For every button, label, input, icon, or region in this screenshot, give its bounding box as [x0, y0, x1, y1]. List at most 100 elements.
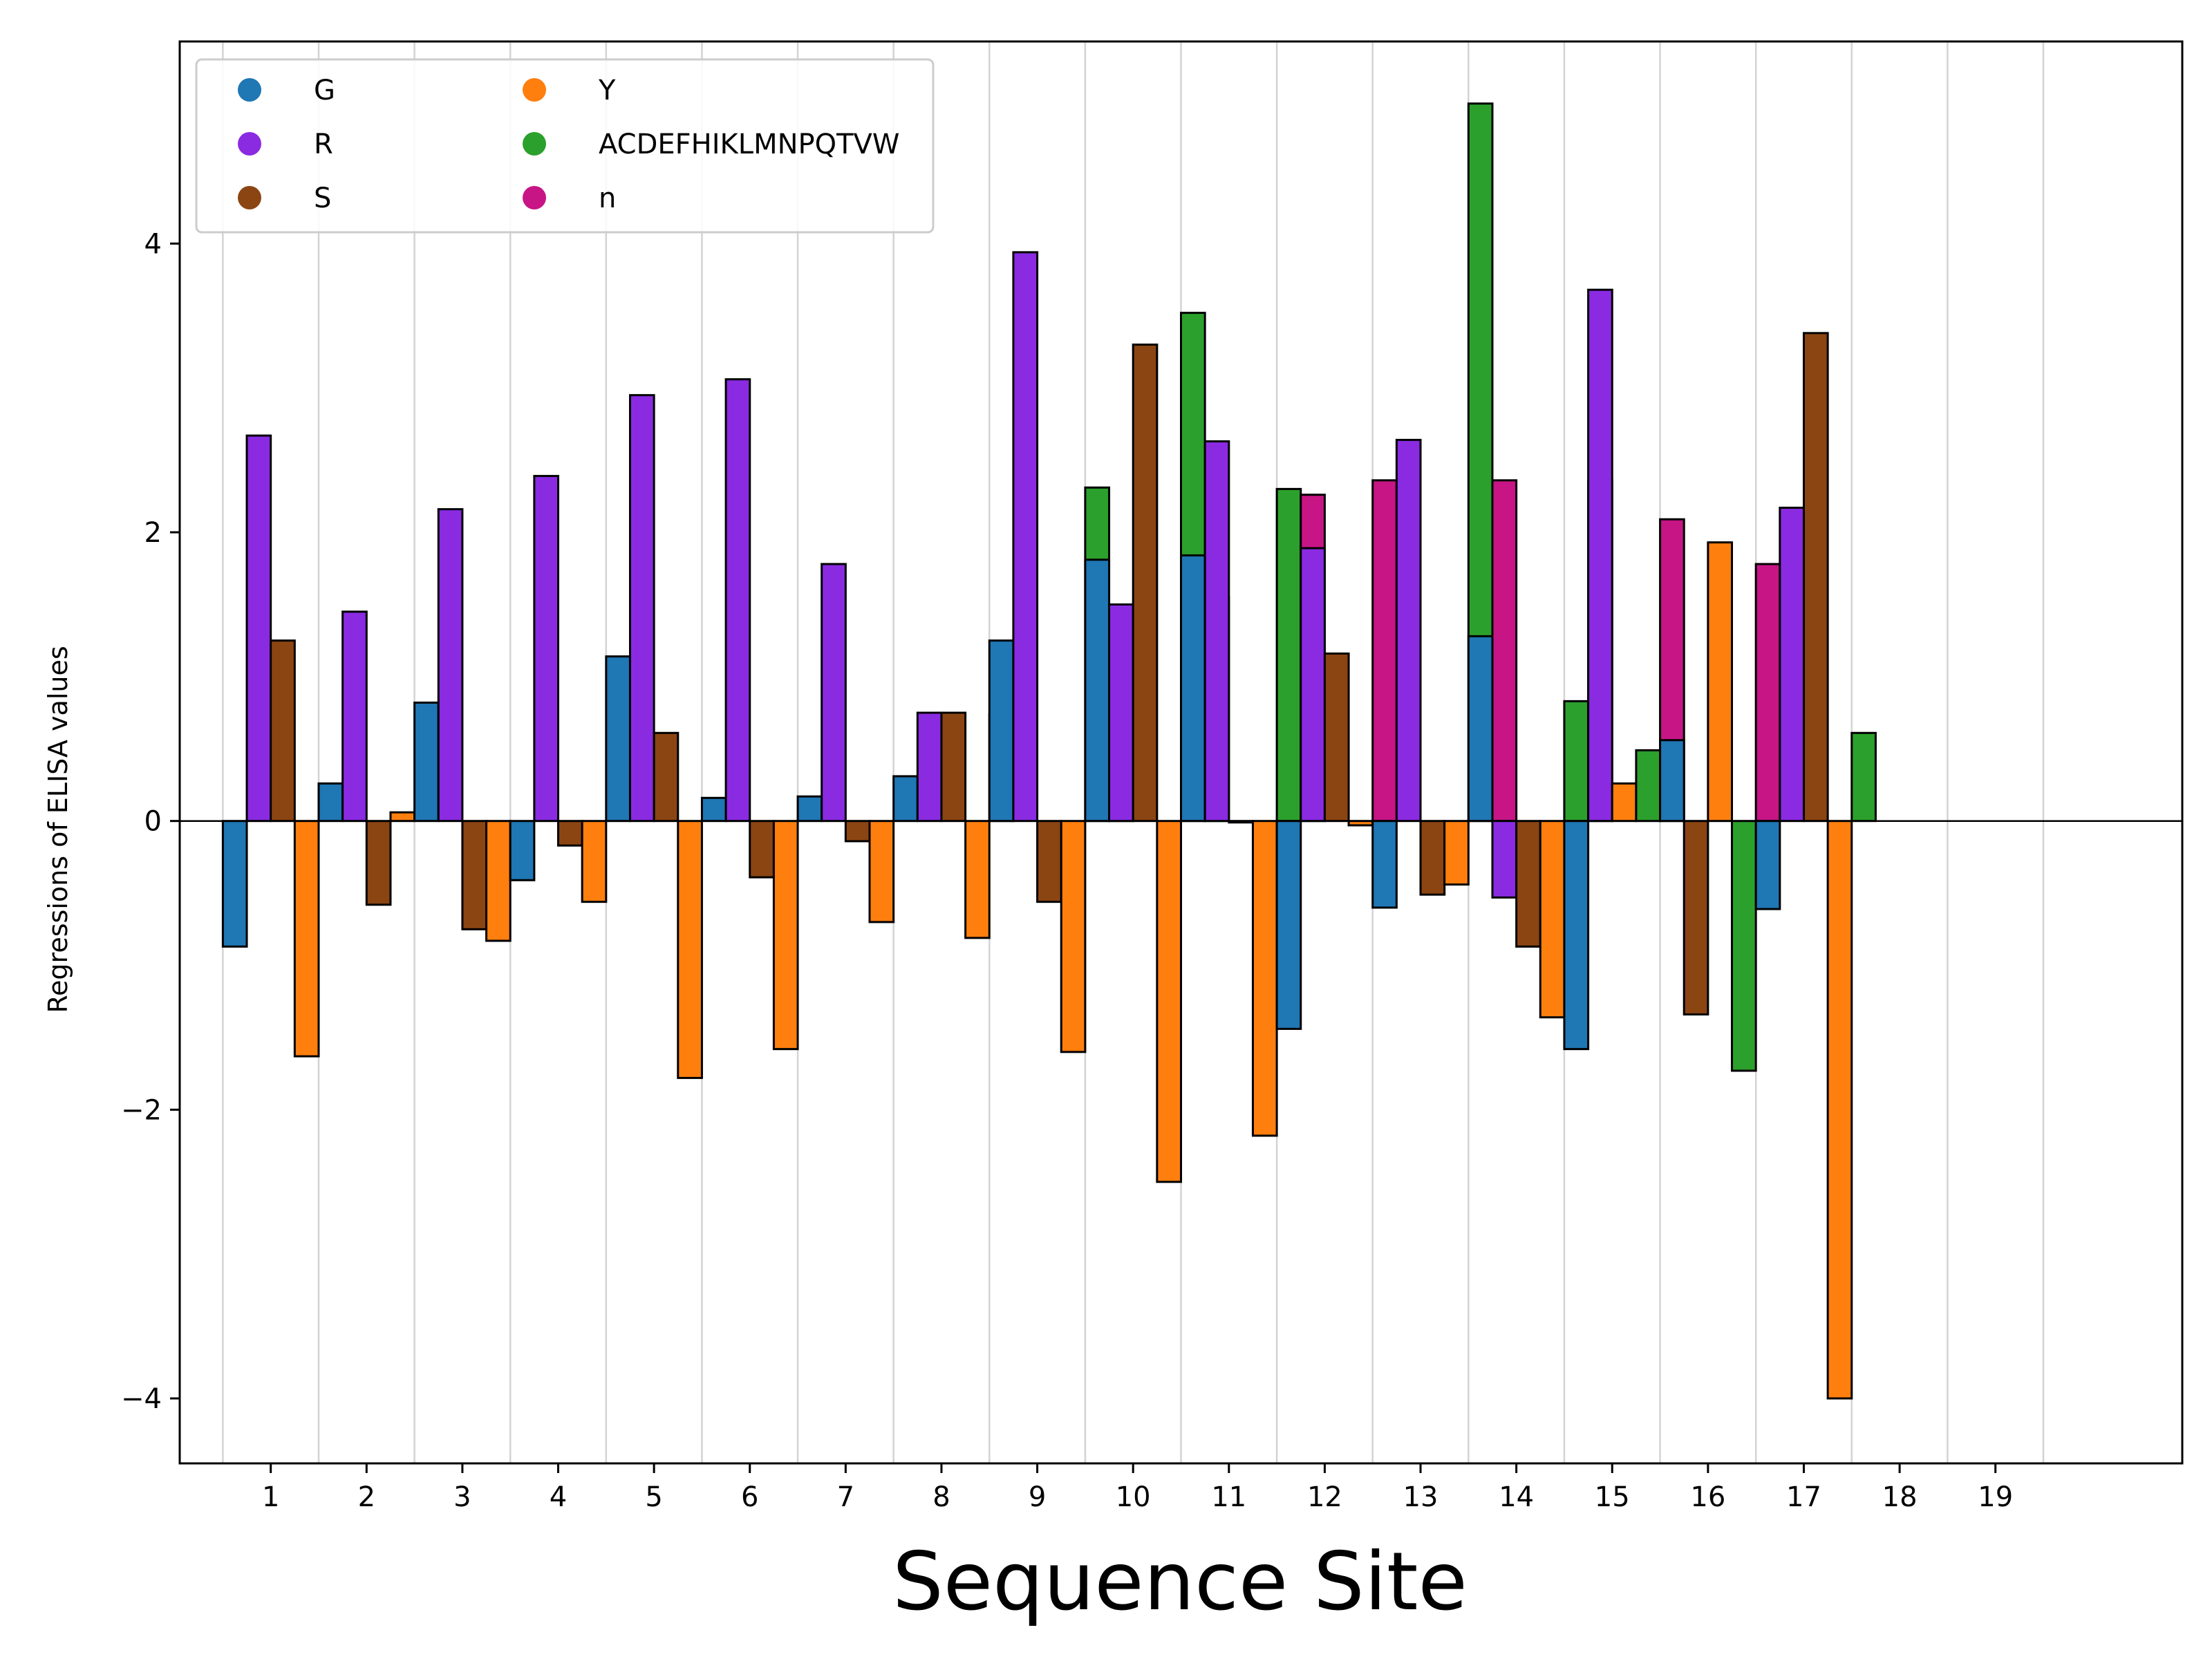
- x-tick-label: 11: [1211, 1481, 1246, 1513]
- x-tick-label: 8: [932, 1481, 950, 1513]
- bar-r-site-10: [1108, 603, 1134, 823]
- x-tick-label: 14: [1499, 1481, 1534, 1513]
- bar-g-site-3: [413, 701, 440, 823]
- legend-marker: [523, 78, 546, 102]
- bars: [221, 102, 1877, 1400]
- bar-s-site-14: [1515, 820, 1541, 948]
- bar-r-site-2: [341, 610, 368, 823]
- x-tick-label: 19: [1978, 1481, 2013, 1513]
- bar-acdefhiklmnpqtvw-site-14: [1563, 700, 1590, 823]
- x-tick-label: 4: [550, 1481, 567, 1513]
- x-tick-label: 2: [358, 1481, 375, 1513]
- bar-s-site-12: [1323, 652, 1350, 823]
- bar-g-site-10: [1084, 559, 1111, 823]
- y-axis-label: Regressions of ELISA values: [43, 646, 73, 1013]
- legend-marker: [238, 132, 261, 156]
- bar-r-site-3: [437, 508, 464, 823]
- plot-frame: [178, 40, 2184, 1465]
- bar-y-site-17: [1826, 820, 1853, 1400]
- bar-n-site-16: [1754, 563, 1781, 823]
- bar-y-site-15: [1611, 782, 1638, 823]
- bar-r-site-13: [1395, 438, 1422, 823]
- legend-marker: [238, 78, 261, 102]
- legend-label: G: [314, 75, 335, 106]
- bar-g-site-9: [988, 639, 1015, 823]
- bar-s-site-17: [1802, 332, 1829, 823]
- legend-marker: [523, 186, 546, 209]
- bar-s-site-7: [844, 820, 871, 843]
- bar-r-site-4: [533, 475, 560, 823]
- x-tick-label: 7: [837, 1481, 854, 1513]
- bar-g-site-11: [1180, 554, 1206, 823]
- bar-acdefhiklmnpqtvw-site-16: [1731, 820, 1757, 1072]
- bar-g-site-4: [509, 820, 536, 881]
- x-tick-label: 3: [453, 1481, 471, 1513]
- legend-label: R: [314, 129, 333, 160]
- bar-g-site-7: [796, 795, 823, 823]
- bar-s-site-3: [461, 820, 488, 930]
- bar-y-site-13: [1443, 820, 1470, 886]
- bar-r-site-14: [1491, 820, 1518, 899]
- bar-g-site-17: [1754, 820, 1781, 910]
- bar-r-site-5: [628, 394, 655, 823]
- legend-marker: [238, 186, 261, 209]
- bar-g-site-15: [1563, 820, 1590, 1051]
- bar-y-site-1: [293, 820, 320, 1058]
- bar-g-site-1: [221, 820, 248, 948]
- legend-label: Y: [598, 75, 616, 106]
- bar-s-site-1: [270, 639, 296, 823]
- legend-box: [195, 58, 935, 234]
- bar-r-site-17: [1779, 507, 1805, 823]
- legend-label: ACDEFHIKLMNPQTVW: [599, 129, 899, 160]
- bar-g-site-13: [1371, 820, 1398, 909]
- bar-y-site-11: [1251, 820, 1278, 1137]
- y-tick-label: 2: [144, 517, 162, 549]
- bar-n-site-13: [1491, 479, 1518, 823]
- bar-g-site-8: [892, 775, 919, 823]
- y-tick-label: 4: [144, 228, 162, 260]
- x-tick-label: 6: [741, 1481, 758, 1513]
- bar-y-site-8: [964, 820, 991, 939]
- bar-y-site-9: [1060, 820, 1087, 1053]
- bar-s-site-10: [1132, 344, 1159, 823]
- bar-y-site-4: [581, 820, 608, 903]
- bar-acdefhiklmnpqtvw-site-11: [1275, 487, 1302, 823]
- bar-g-site-5: [605, 655, 631, 823]
- bar-g-site-6: [700, 796, 727, 823]
- bar-g-site-2: [317, 782, 344, 823]
- x-tick-label: 15: [1595, 1481, 1630, 1513]
- bar-s-site-16: [1683, 820, 1709, 1016]
- bar-r-site-6: [724, 378, 751, 823]
- bar-g-site-12: [1275, 820, 1302, 1030]
- x-tick-label: 12: [1307, 1481, 1342, 1513]
- bar-n-site-12: [1371, 479, 1398, 823]
- bar-s-site-13: [1419, 820, 1446, 896]
- y-tick-label: −2: [121, 1094, 162, 1126]
- x-axis-label: Sequence Site: [892, 1535, 1468, 1629]
- bar-r-site-1: [245, 434, 272, 823]
- legend-label: S: [314, 182, 331, 214]
- bar-y-site-14: [1539, 820, 1566, 1019]
- bar-acdefhiklmnpqtvw-site-15: [1635, 749, 1662, 823]
- y-tick-label: −4: [121, 1383, 162, 1415]
- bar-y-site-10: [1156, 820, 1183, 1183]
- legend-marker: [523, 132, 546, 156]
- x-tick-label: 17: [1786, 1481, 1821, 1513]
- x-tick-label: 1: [262, 1481, 279, 1513]
- bar-s-site-8: [940, 711, 967, 823]
- legend-label: n: [599, 182, 616, 214]
- bar-r-site-15: [1587, 288, 1613, 823]
- bar-y-site-3: [485, 820, 512, 942]
- bar-g-site-14: [1467, 635, 1494, 823]
- bar-y-site-7: [868, 820, 895, 924]
- bar-r-site-8: [916, 711, 943, 823]
- axes: [178, 40, 2184, 1465]
- bar-g-site-16: [1659, 739, 1685, 823]
- bar-s-site-2: [365, 820, 392, 906]
- legend: GRS Y ACDEFHIKLMNPQTVW n: [195, 58, 935, 234]
- x-tick-label: 13: [1403, 1481, 1438, 1513]
- bar-r-site-11: [1203, 440, 1230, 823]
- x-tick-label: 5: [645, 1481, 662, 1513]
